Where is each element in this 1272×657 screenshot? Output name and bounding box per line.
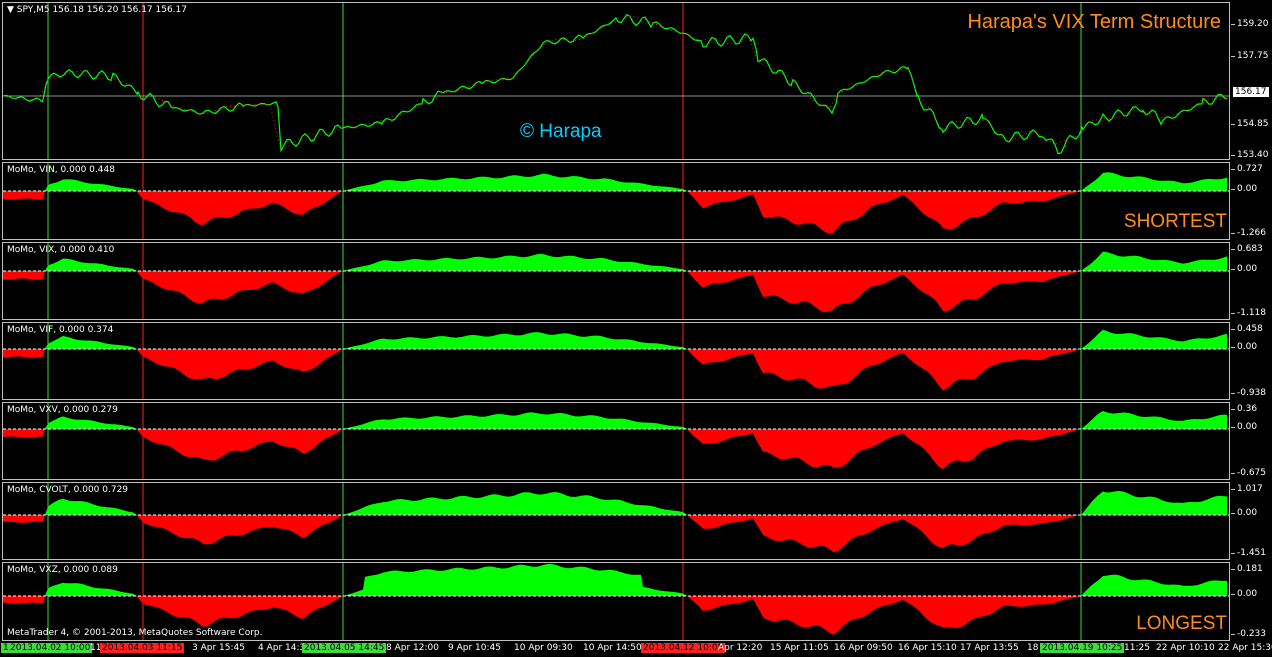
time-label: 2013.04.12 10:05: [641, 643, 726, 653]
indicator-axis: 0.181 0.00 -0.233: [1230, 562, 1272, 641]
time-label: 2013.04.05 14:45: [302, 643, 387, 653]
price-tick: 157.75: [1231, 51, 1269, 61]
positive-area: [3, 410, 1227, 429]
momentum-histogram: [3, 403, 1229, 479]
positive-area: [3, 563, 1227, 596]
momentum-histogram: [3, 483, 1229, 559]
indicator-pane[interactable]: MoMo, VXV, 0.000 0.279: [2, 402, 1230, 480]
time-label: Apr 12:20: [718, 643, 763, 653]
indicator-tick: 0.683: [1231, 244, 1263, 254]
indicator-tick: 0.00: [1230, 342, 1258, 352]
symbol-label: ▼ SPY,M5 156.18 156.20 156.17 156.17: [7, 5, 187, 15]
indicator-pane[interactable]: MoMo, VIF, 0.000 0.374: [2, 322, 1230, 400]
indicator-tick: 0.00: [1230, 184, 1258, 194]
momentum-histogram: [3, 243, 1229, 319]
footer-copyright: MetaTrader 4, © 2001-2013, MetaQuotes So…: [7, 628, 263, 638]
momentum-histogram: [3, 563, 1229, 640]
time-label: 2013.04.02 10:00: [8, 643, 93, 653]
time-label: 2013.04.19 10:25: [1040, 643, 1125, 653]
indicator-pane[interactable]: MoMo, CVOLT, 0.000 0.729: [2, 482, 1230, 560]
price-axis: 159.20 157.75 156.17 154.85 153.40: [1231, 2, 1272, 160]
time-label: 8 Apr 12:00: [386, 643, 439, 653]
indicator-tick: 0.727: [1231, 164, 1263, 174]
positive-area: [3, 491, 1227, 515]
indicator-axis: 1.017 0.00 -1.451: [1230, 482, 1272, 560]
indicator-label: MoMo, VXZ, 0.000 0.089: [7, 565, 118, 575]
indicator-axis: 0.36 0.00 -0.675: [1230, 402, 1272, 480]
momentum-histogram: [3, 323, 1229, 399]
price-series: [3, 13, 1228, 155]
negative-area: [3, 596, 1227, 635]
indicator-tick: -0.675: [1230, 468, 1267, 478]
positive-area: [3, 172, 1227, 191]
time-label: 15 Apr 11:05: [770, 643, 829, 653]
time-label: 11:25: [1124, 643, 1150, 653]
time-label: 22 Apr 10:10: [1156, 643, 1215, 653]
time-axis: 1 2013.04.02 10:00 11 2013.04.03 11:15 3 Apr…: [0, 641, 1272, 657]
indicator-axis: 0.727 0.00 -1.266: [1230, 162, 1272, 240]
term-label: SHORTEST: [1123, 211, 1227, 232]
indicator-axis: 0.683 0.00 -1.118: [1230, 242, 1272, 320]
time-label: 18: [1027, 643, 1039, 653]
time-label: 3 Apr 15:45: [192, 643, 245, 653]
positive-area: [3, 251, 1227, 271]
price-chart-pane[interactable]: ▼ SPY,M5 156.18 156.20 156.17 156.17 Har…: [2, 2, 1230, 160]
indicator-label: MoMo, CVOLT, 0.000 0.729: [7, 485, 129, 495]
indicator-pane[interactable]: MoMo, VIX, 0.000 0.410: [2, 242, 1230, 320]
time-label: 1: [1, 643, 11, 653]
negative-area: [3, 349, 1227, 391]
indicator-tick: 0.00: [1230, 508, 1258, 518]
positive-area: [3, 329, 1227, 349]
indicator-label: MoMo, VIX, 0.000 0.410: [7, 245, 115, 255]
indicator-pane[interactable]: MoMo, VIN, 0.000 0.448 SHORTEST: [2, 162, 1230, 240]
indicator-tick: -1.451: [1230, 548, 1267, 558]
indicator-tick: -0.233: [1230, 629, 1267, 639]
price-chart: [3, 3, 1229, 159]
copyright-watermark: © Harapa: [520, 121, 602, 142]
indicator-tick: 0.00: [1230, 589, 1258, 599]
price-tick: 154.85: [1231, 119, 1269, 129]
indicator-tick: 1.017: [1231, 484, 1263, 494]
time-label: 4 Apr 14:3: [258, 643, 306, 653]
negative-area: [3, 515, 1227, 552]
current-price-tag: 156.17: [1233, 87, 1269, 97]
indicator-tick: 0.00: [1230, 422, 1258, 432]
indicator-tick: -1.118: [1230, 308, 1267, 318]
indicator-tick: -0.938: [1230, 388, 1267, 398]
indicator-axis: 0.458 0.00 -0.938: [1230, 322, 1272, 400]
indicator-label: MoMo, VIN, 0.000 0.448: [7, 165, 115, 175]
indicator-tick: 0.181: [1231, 564, 1263, 574]
time-label: 22 Apr 15:30: [1218, 643, 1272, 653]
time-label: 10 Apr 14:50: [583, 643, 642, 653]
time-label: 11: [90, 643, 102, 653]
time-label: 17 Apr 13:55: [960, 643, 1019, 653]
indicator-label: MoMo, VXV, 0.000 0.279: [7, 405, 118, 415]
negative-area: [3, 271, 1227, 313]
indicator-tick: 0.458: [1231, 324, 1263, 334]
momentum-histogram: [3, 163, 1229, 239]
indicator-label: MoMo, VIF, 0.000 0.374: [7, 325, 114, 335]
indicator-tick: 0.00: [1230, 264, 1258, 274]
term-label: LONGEST: [1136, 613, 1227, 634]
price-tick: 159.20: [1231, 19, 1269, 29]
dropdown-arrow-icon[interactable]: ▼: [7, 5, 17, 15]
time-label: 16 Apr 09:50: [834, 643, 893, 653]
price-tick: 153.40: [1231, 150, 1269, 160]
negative-area: [3, 191, 1227, 234]
chart-title: Harapa's VIX Term Structure: [967, 11, 1221, 33]
time-label: 9 Apr 10:45: [448, 643, 501, 653]
time-label: 16 Apr 15:10: [898, 643, 957, 653]
price-series-down: [3, 15, 1228, 151]
indicator-tick: 0.36: [1230, 404, 1258, 414]
time-label: 2013.04.03 11:15: [100, 643, 185, 653]
indicator-pane[interactable]: MoMo, VXZ, 0.000 0.089 LONGEST MetaTrader …: [2, 562, 1230, 641]
negative-area: [3, 429, 1227, 470]
indicator-tick: -1.266: [1230, 228, 1267, 238]
time-label: 10 Apr 09:30: [514, 643, 573, 653]
